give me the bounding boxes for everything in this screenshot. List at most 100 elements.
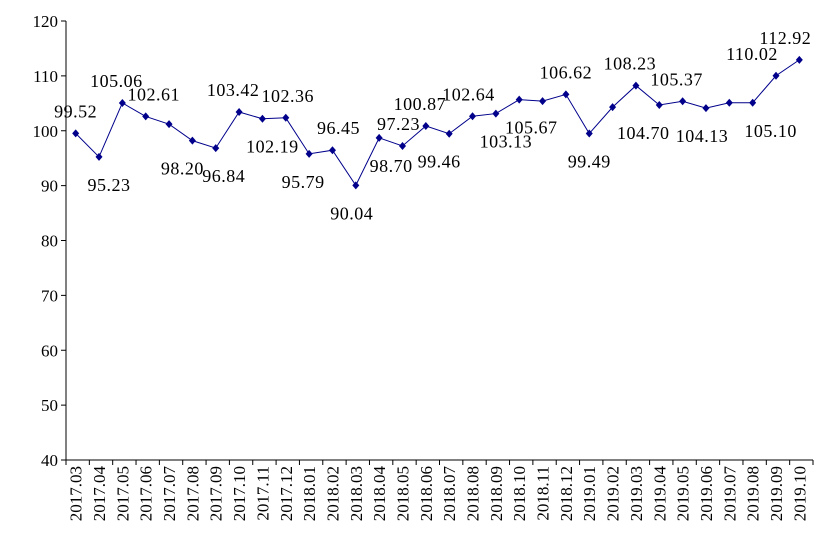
data-label: 110.02 [726, 44, 778, 64]
x-tick-label: 2019.10 [790, 466, 809, 521]
data-point [72, 129, 80, 138]
data-point [655, 100, 663, 109]
data-label: 97.23 [377, 114, 420, 134]
data-label: 105.37 [650, 69, 703, 89]
x-tick-label: 2018.10 [510, 466, 529, 521]
x-tick-label: 2017.10 [230, 466, 249, 521]
x-tick-label: 2019.04 [650, 466, 669, 522]
data-label: 99.52 [54, 101, 97, 121]
data-label: 105.06 [90, 71, 143, 91]
x-tick-label: 2019.05 [674, 466, 693, 521]
x-tick-label: 2017.07 [160, 466, 179, 522]
data-point [212, 144, 220, 153]
y-tick-label: 90 [41, 177, 58, 196]
data-label: 96.45 [317, 118, 360, 138]
data-point [515, 95, 523, 104]
y-tick-label: 110 [33, 67, 58, 86]
data-point [328, 146, 336, 155]
data-label: 98.20 [161, 159, 204, 179]
data-point [469, 112, 477, 121]
data-label: 106.62 [540, 62, 593, 82]
x-tick-label: 2017.04 [90, 466, 109, 522]
data-point [95, 152, 103, 161]
data-label: 105.10 [744, 121, 797, 141]
data-label: 103.13 [480, 132, 533, 152]
data-label: 102.64 [442, 84, 495, 104]
x-tick-label: 2018.11 [534, 466, 553, 521]
data-label: 96.84 [202, 166, 245, 186]
x-tick-label: 2018.12 [557, 466, 576, 521]
x-tick-label: 2017.11 [253, 466, 272, 521]
y-tick-label: 80 [41, 232, 58, 251]
data-point [142, 112, 150, 121]
x-tick-label: 2017.08 [183, 466, 202, 521]
x-tick-label: 2018.03 [347, 466, 366, 521]
data-point [305, 149, 313, 158]
data-label: 112.92 [759, 28, 811, 48]
data-label: 99.46 [418, 152, 461, 172]
x-tick-label: 2018.05 [393, 466, 412, 521]
x-tick-label: 2018.01 [300, 466, 319, 521]
data-point [258, 114, 266, 123]
data-label: 98.70 [370, 156, 413, 176]
data-point [235, 107, 243, 116]
x-tick-label: 2017.05 [113, 466, 132, 521]
x-tick-label: 2017.03 [67, 466, 86, 521]
y-tick-label: 60 [41, 341, 58, 360]
x-tick-label: 2019.08 [744, 466, 763, 521]
data-point [492, 109, 500, 118]
data-point [702, 104, 710, 113]
x-tick-label: 2017.06 [137, 466, 156, 521]
data-label: 103.42 [207, 80, 260, 100]
data-point [352, 181, 360, 190]
x-tick-label: 2018.02 [323, 466, 342, 521]
data-label: 104.70 [617, 123, 670, 143]
series-line [75, 59, 800, 187]
data-point [772, 71, 780, 80]
data-label: 102.36 [262, 86, 315, 106]
data-point [632, 81, 640, 90]
x-tick-label: 2017.09 [207, 466, 226, 521]
data-point [165, 120, 173, 129]
data-label: 102.61 [127, 84, 180, 104]
data-point [539, 97, 547, 106]
data-label: 104.13 [676, 126, 729, 146]
x-tick-label: 2019.09 [767, 466, 786, 521]
x-tick-label: 2018.07 [440, 466, 459, 522]
data-point [398, 141, 406, 150]
data-point [422, 121, 430, 130]
data-point [118, 98, 126, 107]
x-tick-label: 2018.08 [464, 466, 483, 521]
x-tick-label: 2019.06 [697, 466, 716, 521]
y-tick-label: 120 [33, 12, 59, 31]
x-tick-label: 2018.04 [370, 466, 389, 522]
y-tick-label: 50 [41, 396, 58, 415]
data-point [609, 103, 617, 112]
data-label: 99.49 [568, 152, 611, 172]
y-tick-label: 70 [41, 286, 58, 305]
data-label: 95.23 [88, 175, 131, 195]
x-tick-label: 2019.07 [720, 466, 739, 522]
data-label: 90.04 [330, 203, 373, 223]
data-point [679, 97, 687, 106]
data-label: 102.19 [246, 137, 299, 157]
data-point [188, 136, 196, 145]
data-label: 100.87 [394, 94, 447, 114]
x-tick-label: 2018.09 [487, 466, 506, 521]
data-label: 108.23 [604, 54, 657, 74]
data-point [445, 129, 453, 138]
y-tick-label: 100 [33, 122, 59, 141]
data-point [375, 133, 383, 142]
x-tick-label: 2019.03 [627, 466, 646, 521]
data-label: 95.79 [282, 172, 325, 192]
data-point [282, 113, 290, 122]
data-point [585, 129, 593, 138]
x-tick-label: 2019.01 [580, 466, 599, 521]
data-point [795, 55, 803, 64]
x-tick-label: 2018.06 [417, 466, 436, 521]
x-tick-label: 2017.12 [277, 466, 296, 521]
y-tick-label: 40 [41, 451, 58, 470]
data-point [562, 90, 570, 99]
data-point [749, 98, 757, 107]
